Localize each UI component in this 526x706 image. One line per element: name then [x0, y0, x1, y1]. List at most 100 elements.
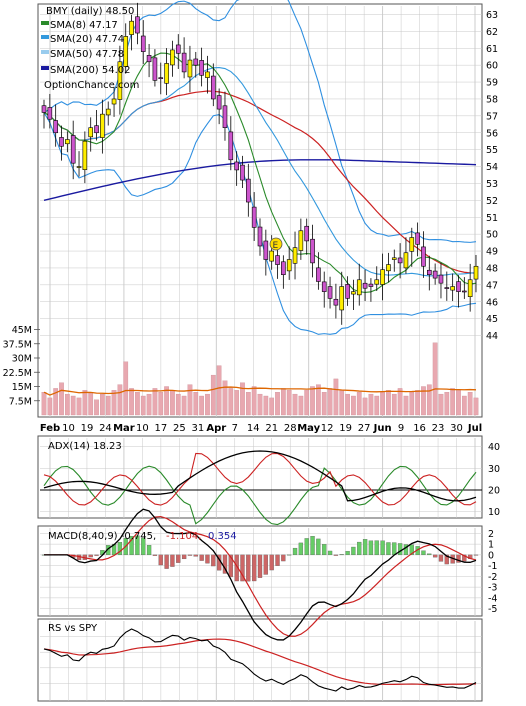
candle-body	[152, 57, 158, 81]
volume-bar	[100, 393, 105, 416]
x-tick-label: 25	[173, 423, 186, 434]
candle-body	[450, 286, 455, 291]
macd-histogram-bar	[427, 553, 432, 556]
volume-bar	[461, 395, 467, 416]
watermark: OptionChance.com	[44, 80, 139, 91]
volume-bar	[304, 390, 310, 416]
candle-body	[281, 261, 286, 276]
x-tick-label: 19	[81, 423, 94, 434]
x-tick-label: 23	[432, 423, 445, 434]
macd-histogram-bar	[240, 554, 245, 582]
candle-body	[444, 287, 450, 289]
macd-histogram-bar	[176, 554, 181, 563]
volume-bar	[210, 374, 216, 416]
candle-body	[164, 63, 169, 84]
macd-histogram-bar	[374, 540, 379, 556]
legend-swatch-sma200	[41, 66, 49, 70]
price-tick-label: 62	[486, 27, 498, 38]
x-tick-label: Mar	[113, 423, 135, 434]
volume-bar	[380, 392, 385, 416]
candle-body	[368, 283, 374, 287]
macd-histogram-bar	[228, 554, 233, 578]
candle-body	[123, 36, 129, 67]
volume-bar	[47, 397, 53, 416]
candle-body	[269, 250, 274, 262]
x-tick-label: 28	[284, 423, 297, 434]
volume-bar	[82, 390, 88, 416]
macd-histogram-bar	[117, 542, 123, 556]
x-tick-label: 24	[99, 423, 112, 434]
candle-body	[286, 259, 292, 272]
volume-bar	[257, 393, 263, 416]
volume-bar	[321, 392, 327, 416]
x-tick-label: 27	[358, 423, 371, 434]
adx-tick-label: 20	[488, 486, 500, 497]
volume-bar	[426, 384, 432, 416]
macd-tick-label: 0	[488, 550, 494, 561]
volume-bar	[415, 390, 420, 416]
volume-bar	[234, 390, 239, 416]
rs-average-line	[43, 638, 477, 686]
macd-histogram-bar	[438, 554, 444, 562]
volume-bar	[450, 388, 455, 416]
candle-body	[94, 125, 99, 134]
volume-bar	[170, 390, 175, 416]
macd-histogram-bar	[170, 554, 175, 567]
x-tick-label: Feb	[40, 423, 60, 434]
volume-bar	[327, 388, 333, 416]
volume-bar	[94, 399, 99, 416]
candle-body	[298, 230, 304, 251]
candle-body	[228, 131, 234, 161]
macd-histogram-bar	[193, 554, 198, 557]
volume-tick-label: 30M	[12, 354, 32, 365]
adx-tick-label: 40	[488, 442, 500, 453]
macd-histogram-bar	[473, 554, 479, 556]
candle-body	[158, 77, 164, 79]
macd-histogram-bar	[298, 542, 304, 556]
macd-histogram-bar	[444, 554, 449, 565]
candle-body	[391, 257, 397, 260]
macd-histogram-bar	[292, 547, 298, 556]
macd-tick-label: -3	[488, 583, 497, 594]
macd-histogram-bar	[380, 540, 385, 556]
macd-histogram-bar	[421, 550, 426, 556]
volume-bar	[111, 390, 117, 416]
volume-bar	[333, 378, 339, 416]
legend-sma200: SMA(200) 54.02	[50, 65, 131, 76]
x-tick-label: 17	[155, 423, 168, 434]
candle-body	[304, 225, 310, 242]
volume-bar	[351, 395, 356, 416]
candle-body	[170, 49, 175, 66]
candle-body	[47, 107, 53, 120]
adx-tick-label: 30	[488, 464, 500, 475]
candle-body	[316, 267, 321, 282]
price-tick-label: 56	[486, 128, 498, 139]
x-tick-label: 30	[450, 423, 463, 434]
candle-body	[409, 237, 415, 252]
price-tick-label: 54	[486, 162, 498, 173]
candle-body	[135, 16, 140, 34]
volume-bar	[269, 397, 275, 416]
candle-body	[70, 135, 76, 164]
volume-tick-label: 45M	[12, 325, 32, 336]
candle-body	[41, 105, 47, 113]
candle-body	[59, 137, 64, 147]
candle-body	[438, 274, 444, 284]
candle-body	[187, 59, 193, 78]
candle-body	[65, 139, 70, 145]
macd-histogram-bar	[310, 536, 315, 556]
volume-bar	[345, 393, 350, 416]
macd-tick-label: -4	[488, 593, 497, 604]
candle-body	[117, 61, 123, 100]
candle-body	[403, 252, 409, 269]
volume-bar	[368, 393, 374, 416]
candle-body	[105, 108, 111, 116]
macd-tick-label: 1	[488, 540, 494, 551]
volume-bar	[216, 365, 222, 416]
x-tick-label: Jun	[373, 423, 392, 434]
volume-bar	[438, 393, 444, 416]
volume-bar	[374, 395, 380, 416]
bollinger-upper	[43, 0, 477, 243]
price-tick-label: 51	[486, 213, 498, 224]
adx-line	[43, 450, 477, 502]
